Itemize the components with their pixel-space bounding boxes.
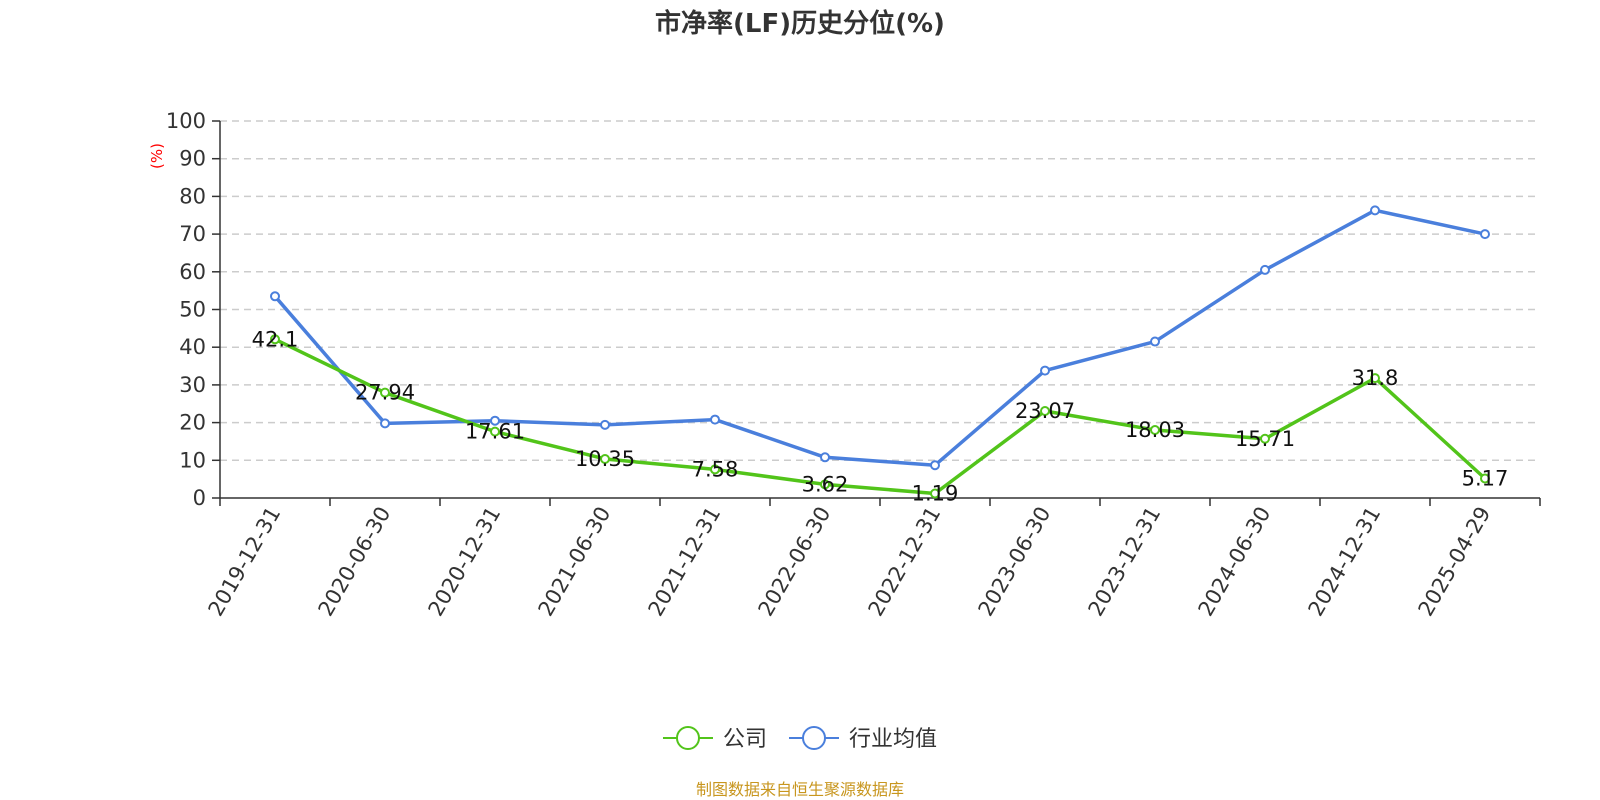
data-label: 7.58 (692, 457, 739, 481)
series-line (274, 337, 1487, 496)
data-point[interactable] (1150, 336, 1160, 347)
data-point[interactable] (600, 453, 610, 464)
y-tick-label: 0 (193, 486, 206, 510)
plot-area: 42.1 27.94 17.61 10.35 7.58 3.62 1.19 23.07 18.0… (252, 205, 1509, 506)
data-point[interactable] (1260, 264, 1270, 275)
y-tick-label: 60 (179, 260, 206, 284)
data-label: 15.71 (1235, 427, 1295, 451)
data-point[interactable] (380, 418, 390, 429)
data-point[interactable] (930, 460, 940, 471)
legend: 公司 行业均值 (662, 726, 937, 752)
data-point[interactable] (1480, 229, 1490, 240)
legend-item-0[interactable]: 公司 (662, 726, 767, 752)
grid-lines (220, 120, 1540, 462)
data-label: 42.1 (252, 327, 299, 351)
data-label: 1.19 (912, 482, 959, 506)
legend-label: 公司 (723, 727, 767, 752)
y-tick-label: 100 (166, 109, 206, 133)
data-label: 23.07 (1015, 399, 1075, 423)
x-tick-label: 2020-06-30 (314, 503, 396, 621)
series-1 (270, 205, 1490, 471)
data-point[interactable] (1040, 406, 1050, 417)
data-point[interactable] (820, 452, 830, 463)
data-label: 18.03 (1125, 418, 1185, 442)
data-point[interactable] (1370, 373, 1380, 384)
legend-item-1[interactable]: 行业均值 (789, 726, 937, 752)
data-label: 3.62 (802, 472, 849, 496)
data-point[interactable] (380, 387, 390, 398)
data-point[interactable] (1260, 433, 1270, 444)
data-point[interactable] (490, 426, 500, 437)
legend-label: 行业均值 (849, 727, 937, 752)
x-tick-label: 2019-12-31 (204, 503, 286, 621)
data-point[interactable] (270, 291, 280, 302)
axes: 0 10 20 30 40 50 60 70 80 90 100 2019-12-31 2020-06-… (166, 109, 1541, 621)
y-tick-label: 10 (179, 448, 206, 472)
x-tick-label: 2024-06-30 (1194, 503, 1276, 621)
x-tick-label: 2020-12-31 (424, 503, 506, 621)
y-tick-label: 70 (179, 222, 206, 246)
data-label: 17.61 (465, 420, 525, 444)
x-tick-label: 2023-12-31 (1084, 503, 1166, 621)
x-tick-label: 2021-12-31 (644, 503, 726, 621)
y-axis-unit: (%) (148, 143, 166, 169)
x-tick-label: 2022-12-31 (864, 503, 946, 621)
data-label: 10.35 (575, 447, 635, 471)
y-tick-label: 90 (179, 147, 206, 171)
data-label: 27.94 (355, 381, 415, 405)
data-point[interactable] (1370, 205, 1380, 216)
data-label: 5.17 (1462, 467, 1509, 491)
data-point[interactable] (1480, 473, 1490, 484)
data-point[interactable] (1040, 365, 1050, 376)
x-tick-label: 2021-06-30 (534, 503, 616, 621)
x-tick-label: 2025-04-29 (1414, 503, 1496, 621)
data-point[interactable] (820, 479, 830, 490)
data-source-note: 制图数据来自恒生聚源数据库 (696, 780, 904, 799)
data-point[interactable] (930, 488, 940, 499)
chart-title: 市净率(LF)历史分位(%) (655, 8, 945, 39)
y-tick-label: 50 (179, 298, 206, 322)
y-tick-label: 40 (179, 335, 206, 359)
y-tick-label: 80 (179, 184, 206, 208)
series-0 (270, 334, 1490, 499)
data-point[interactable] (710, 464, 720, 475)
legend-marker (802, 726, 826, 750)
x-tick-label: 2024-12-31 (1304, 503, 1386, 621)
data-point[interactable] (600, 419, 610, 430)
y-tick-label: 30 (179, 373, 206, 397)
data-point[interactable] (270, 334, 280, 345)
data-point[interactable] (710, 414, 720, 425)
data-point[interactable] (1150, 425, 1160, 436)
x-tick-label: 2022-06-30 (754, 503, 836, 621)
x-tick-label: 2023-06-30 (974, 503, 1056, 621)
data-label: 31.8 (1352, 366, 1399, 390)
y-tick-label: 20 (179, 411, 206, 435)
series-line (273, 208, 1486, 467)
legend-marker (675, 726, 700, 750)
data-point[interactable] (490, 415, 500, 426)
